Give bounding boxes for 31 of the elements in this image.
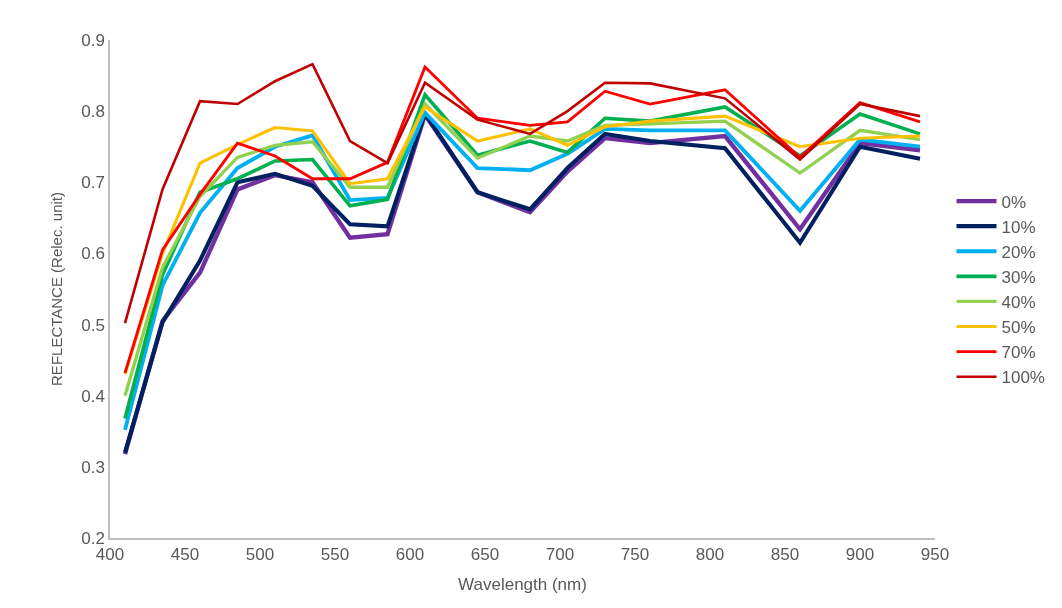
x-tick-label: 550 xyxy=(320,545,350,565)
y-tick-label: 0.7 xyxy=(81,173,105,193)
x-tick-label: 700 xyxy=(545,545,575,565)
legend-label: 10% xyxy=(1001,217,1036,237)
x-tick-label: 650 xyxy=(470,545,500,565)
legend-label: 40% xyxy=(1001,293,1036,313)
x-tick-label: 450 xyxy=(170,545,200,565)
legend-label: 0% xyxy=(1001,192,1027,212)
y-tick-label: 0.2 xyxy=(81,528,105,548)
x-tick-label: 900 xyxy=(845,545,875,565)
x-tick-label: 500 xyxy=(245,545,275,565)
y-tick-label: 0.4 xyxy=(81,386,105,406)
y-tick-label: 0.8 xyxy=(81,102,105,122)
x-tick-label: 800 xyxy=(695,545,725,565)
y-tick-label: 0.9 xyxy=(81,30,105,50)
x-tick-label: 850 xyxy=(770,545,800,565)
legend-label: 70% xyxy=(1001,343,1036,363)
y-axis-title: REFLECTANCE (Relec. unit) xyxy=(47,192,65,386)
x-tick-label: 400 xyxy=(95,545,125,565)
x-tick-label: 750 xyxy=(620,545,650,565)
y-tick-label: 0.3 xyxy=(81,457,105,477)
legend-label: 30% xyxy=(1001,267,1036,287)
legend-label: 50% xyxy=(1001,318,1036,338)
legend-label: 20% xyxy=(1001,242,1036,262)
y-tick-label: 0.5 xyxy=(81,315,105,335)
x-tick-label: 950 xyxy=(920,545,950,565)
line-series xyxy=(123,62,922,325)
legend-label: 100% xyxy=(1001,368,1045,388)
x-tick-label: 600 xyxy=(395,545,425,565)
x-axis-title: Wavelength (nm) xyxy=(458,575,587,595)
y-tick-label: 0.6 xyxy=(81,244,105,264)
